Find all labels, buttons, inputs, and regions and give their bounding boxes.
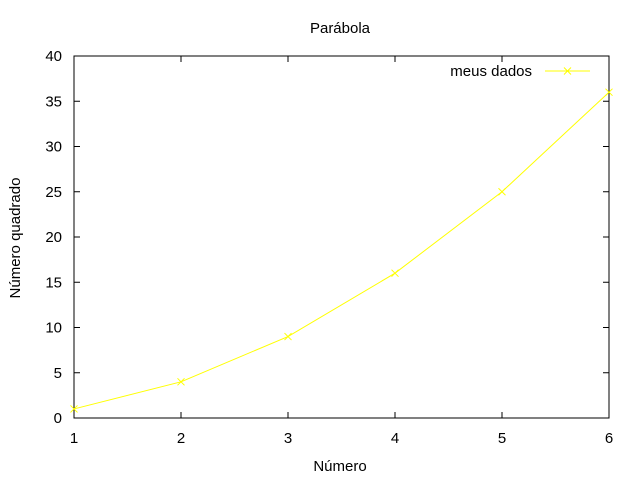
x-tick-label: 4 [391,430,399,447]
chart-title: Parábola [310,20,371,37]
y-tick-label: 5 [54,365,62,382]
x-tick-label: 2 [177,430,185,447]
y-axis-label: Número quadrado [7,178,24,299]
y-tick-label: 15 [45,274,62,291]
legend-label: meus dados [450,63,532,80]
data-point-marker [391,269,399,278]
x-tick-label: 6 [605,430,613,447]
legend: meus dados [450,63,590,80]
y-tick-label: 0 [54,410,62,427]
x-axis-label: Número [313,458,366,475]
data-point-marker [284,332,292,341]
legend-marker-sample [563,67,572,75]
plot-frame [73,55,610,419]
data-point-marker [605,88,613,97]
series-line [73,91,610,410]
data-point-marker [70,405,78,413]
y-tick-label: 35 [45,93,62,110]
x-tick-label: 3 [284,430,292,447]
data-point-marker [498,187,506,196]
data-point-marker [177,377,185,386]
y-tick-label: 30 [45,139,62,156]
y-tick-label: 20 [45,229,62,246]
y-tick-label: 40 [45,48,62,65]
y-tick-label: 10 [45,320,62,337]
axes: 1 2 3 4 5 6 0 5 10 15 20 25 30 35 40 [45,48,613,447]
y-tick-label: 25 [45,184,62,201]
x-tick-label: 5 [498,430,506,447]
x-tick-label: 1 [70,430,78,447]
series-layer [70,88,613,413]
